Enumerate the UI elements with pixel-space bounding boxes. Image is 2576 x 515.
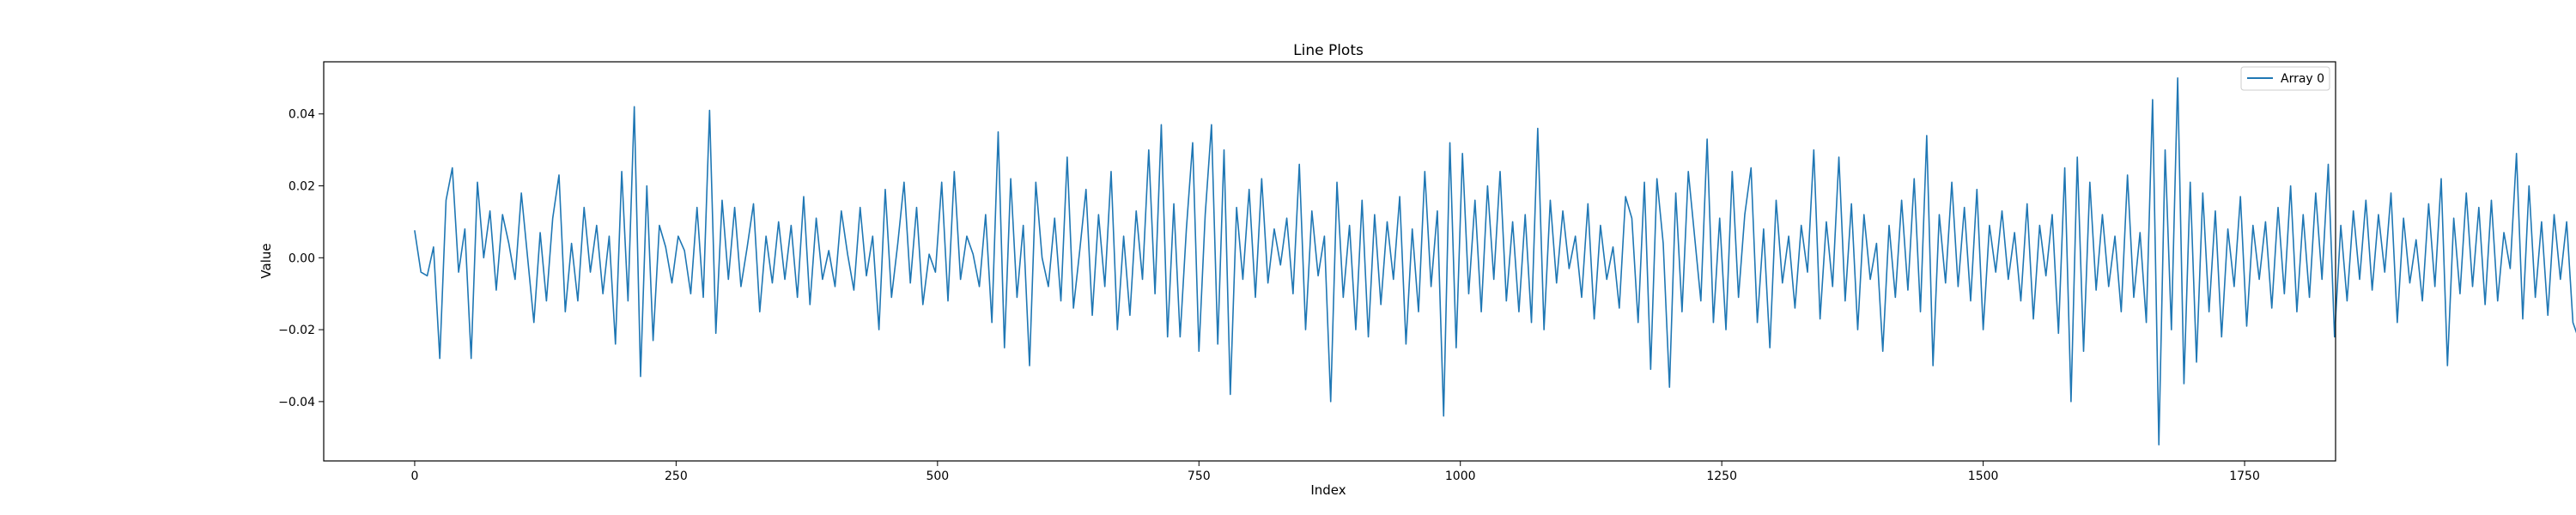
x-tick-label: 750 bbox=[1188, 470, 1211, 483]
y-axis-label: Value bbox=[258, 243, 274, 278]
axes-frame bbox=[323, 61, 2336, 462]
series-line-0 bbox=[414, 77, 2576, 445]
y-tick-label: −0.02 bbox=[278, 324, 315, 337]
legend: Array 0 bbox=[2240, 66, 2330, 91]
x-tick-label: 1500 bbox=[1968, 470, 1999, 483]
x-axis-label: Index bbox=[1310, 482, 1346, 498]
x-tick-label: 1000 bbox=[1445, 470, 1476, 483]
x-axis: 0 250 500 750 1000 1250 1500 1750 bbox=[410, 461, 2260, 483]
y-tick-label: 0.02 bbox=[289, 180, 315, 194]
x-tick-label: 1250 bbox=[1706, 470, 1737, 483]
y-axis: −0.04 −0.02 0.00 0.02 0.04 bbox=[278, 108, 324, 409]
x-tick-label: 500 bbox=[926, 470, 949, 483]
x-tick-label: 0 bbox=[410, 470, 418, 483]
legend-box bbox=[2240, 66, 2330, 91]
x-tick-label: 1750 bbox=[2229, 470, 2260, 483]
y-tick-label: 0.00 bbox=[289, 251, 315, 265]
plot-area bbox=[414, 77, 2576, 445]
chart-title: Line Plots bbox=[1293, 42, 1364, 59]
x-tick-label: 250 bbox=[665, 470, 688, 483]
y-tick-label: 0.04 bbox=[289, 108, 315, 122]
y-tick-label: −0.04 bbox=[278, 396, 315, 409]
legend-label: Array 0 bbox=[2281, 72, 2324, 86]
